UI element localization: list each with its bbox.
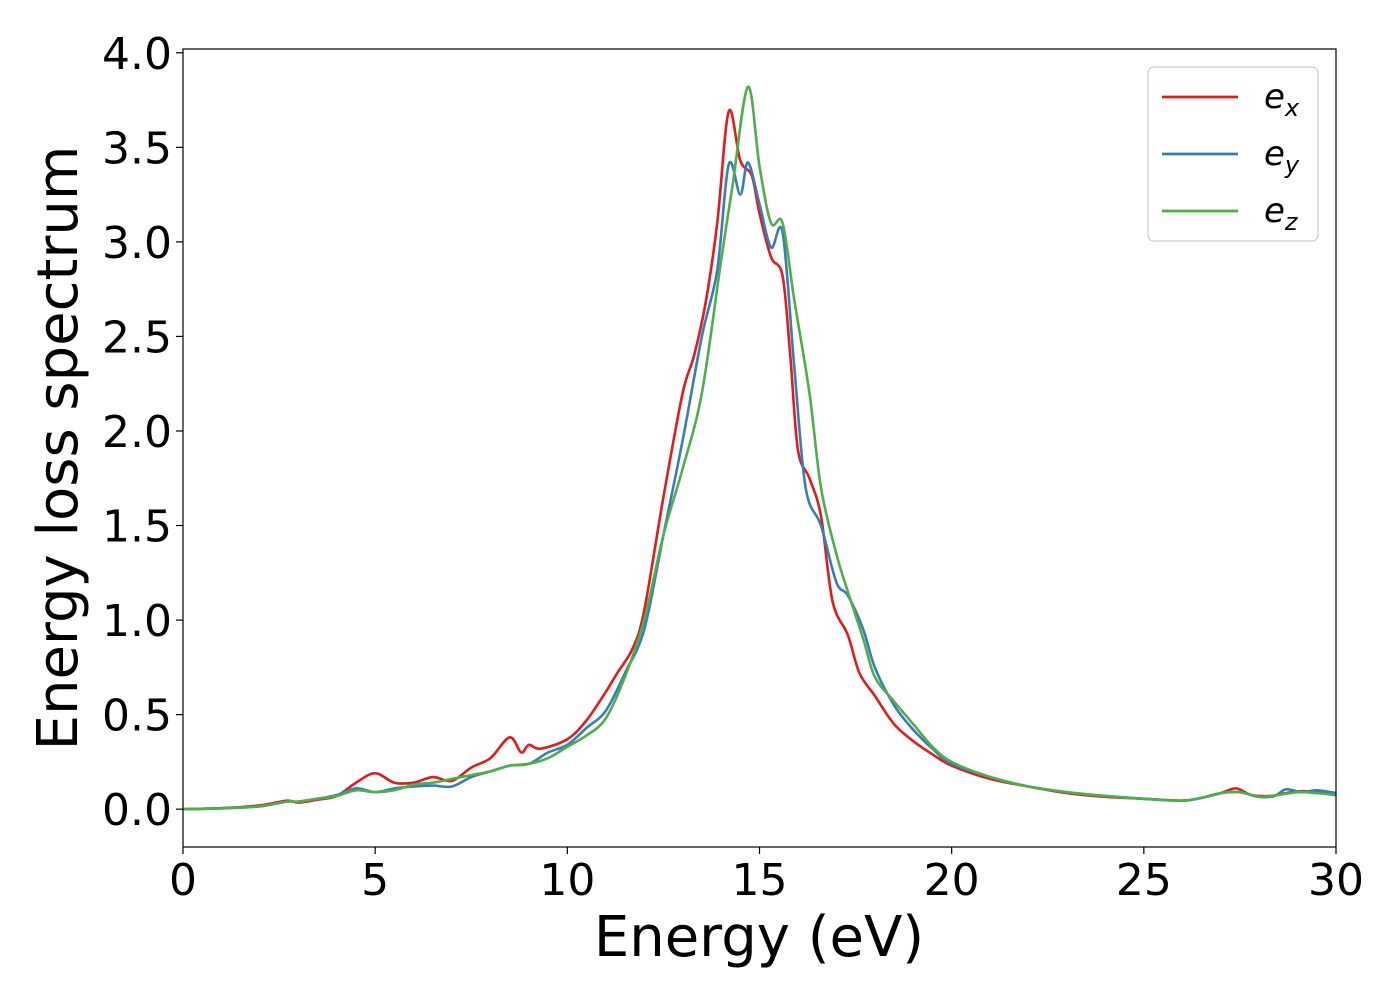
axes: 0 5 10 15 20 25 30 0.0 0.5 1.0 1.5 2.0 2.5 3.0 3.5 4.0 [102,29,1364,906]
x-tick-label: 10 [539,855,595,906]
x-tick-label: 30 [1308,855,1364,906]
y-tick-label: 0.0 [102,785,172,836]
x-tick-label: 25 [1116,855,1172,906]
x-tick-label: 0 [169,855,197,906]
legend-label-z: ez [1264,191,1299,236]
legend-label-y: ey [1264,134,1300,179]
x-tick-label: 15 [732,855,788,906]
series-line-z [183,85,1336,811]
series-line-y [183,160,1336,811]
y-tick-label: 2.5 [102,312,172,363]
legend-label-x: ex [1264,77,1300,122]
x-tick-label: 5 [361,855,389,906]
plot-area [183,85,1336,811]
y-tick-label: 2.0 [102,407,172,458]
y-tick-label: 1.5 [102,502,172,553]
y-tick-label: 0.5 [102,691,172,742]
y-tick-label: 1.0 [102,596,172,647]
legend: ex ey ez [1147,66,1319,242]
y-tick-label: 4.0 [102,29,172,80]
x-axis-title: Energy (eV) [594,905,924,970]
y-tick-label: 3.0 [102,218,172,269]
y-tick-label: 3.5 [102,123,172,174]
x-tick-label: 20 [924,855,980,906]
y-axis-title: Energy loss spectrum [26,146,91,751]
